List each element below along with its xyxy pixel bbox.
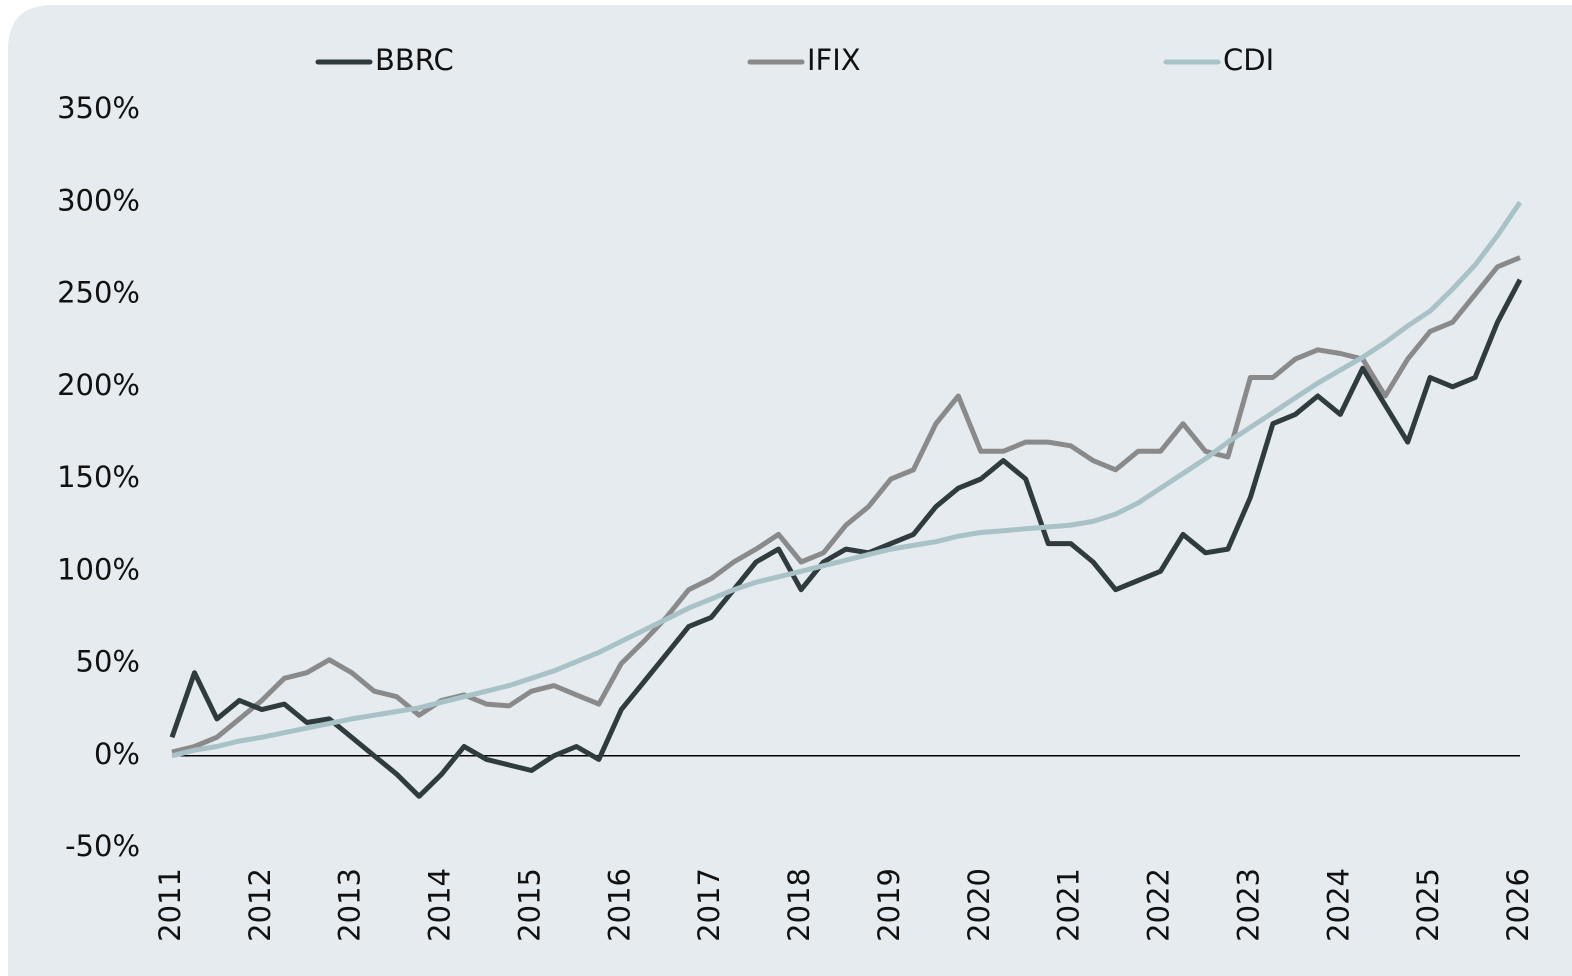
x-tick-label: 2013	[333, 868, 367, 942]
y-tick-label: 100%	[57, 552, 140, 586]
x-tick-label: 2022	[1142, 868, 1176, 942]
x-tick-label: 2012	[243, 868, 277, 942]
legend-label: CDI	[1223, 43, 1274, 77]
x-tick-label: 2025	[1411, 868, 1445, 942]
y-tick-label: -50%	[65, 829, 140, 863]
x-tick-label: 2024	[1321, 868, 1355, 942]
x-tick-label: 2023	[1231, 868, 1265, 942]
y-tick-label: 250%	[57, 276, 140, 310]
legend-label: BBRC	[375, 43, 454, 77]
panel	[8, 5, 1572, 976]
y-tick-label: 50%	[76, 645, 140, 679]
x-tick-label: 2018	[782, 868, 816, 942]
x-tick-label: 2021	[1052, 868, 1086, 942]
x-tick-label: 2017	[692, 868, 726, 942]
y-tick-label: 0%	[94, 737, 140, 771]
series-line	[169, 278, 1523, 799]
series-line	[171, 255, 1521, 755]
y-tick-label: 350%	[57, 91, 140, 125]
y-tick-label: 150%	[57, 460, 140, 494]
y-tick-label: 300%	[57, 183, 140, 217]
legend-label: IFIX	[807, 43, 861, 77]
x-tick-label: 2020	[962, 868, 996, 942]
series-line	[171, 200, 1523, 759]
x-tick-label: 2019	[872, 868, 906, 942]
x-tick-label: 2011	[153, 868, 187, 942]
x-tick-label: 2015	[512, 868, 546, 942]
x-tick-label: 2014	[423, 868, 457, 942]
x-tick-label: 2026	[1501, 868, 1535, 942]
x-tick-label: 2016	[602, 868, 636, 942]
y-tick-label: 200%	[57, 368, 140, 402]
